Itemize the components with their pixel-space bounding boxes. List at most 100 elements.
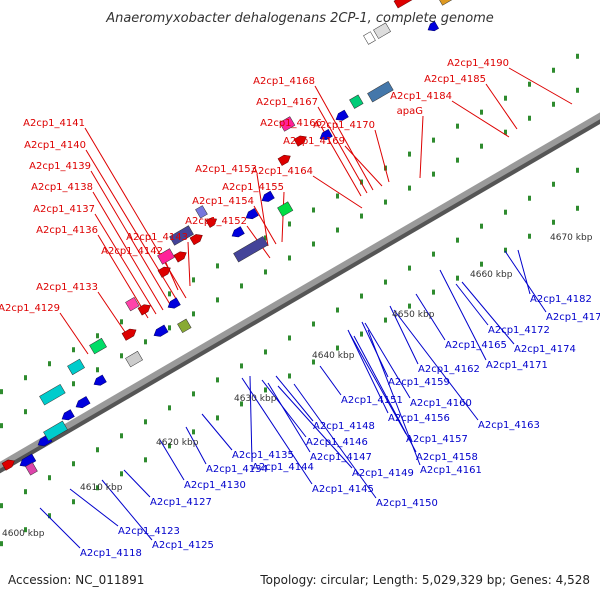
reverse-gene-arrow[interactable] <box>74 396 91 410</box>
gene-label-a2cp1-4184[interactable]: A2cp1_4184 <box>390 91 452 102</box>
gene-label-a2cp1-4174[interactable]: A2cp1_4174 <box>514 344 576 355</box>
forward-gene-arrow[interactable] <box>277 153 292 166</box>
gene-label-a2cp1-4185[interactable]: A2cp1_4185 <box>424 74 486 85</box>
gene-label-a2cp1-4154[interactable]: A2cp1_4154 <box>192 196 254 207</box>
gene-label-a2cp1-4144[interactable]: A2cp1_4144 <box>252 462 314 473</box>
gene-feature[interactable] <box>205 216 219 228</box>
gene-block[interactable] <box>177 318 192 334</box>
forward-gene-arrow[interactable] <box>189 232 204 246</box>
gene-block[interactable] <box>363 31 376 45</box>
gene-block[interactable] <box>373 22 391 39</box>
forward-gene-arrow[interactable] <box>205 216 219 228</box>
gene-block[interactable] <box>437 0 454 6</box>
gene-label-a2cp1-4168[interactable]: A2cp1_4168 <box>253 76 315 87</box>
gene-feature[interactable] <box>25 462 38 476</box>
reverse-gene-arrow[interactable] <box>18 453 37 469</box>
gene-label-a2cp1-4161[interactable]: A2cp1_4161 <box>420 465 482 476</box>
reverse-gene-arrow[interactable] <box>152 324 169 339</box>
gene-label-a2cp1-4130[interactable]: A2cp1_4130 <box>184 480 246 491</box>
gene-feature[interactable] <box>173 249 188 263</box>
gene-label-a2cp1-4127[interactable]: A2cp1_4127 <box>150 497 212 508</box>
gene-feature[interactable] <box>233 235 269 263</box>
gene-label-a2cp1-4163[interactable]: A2cp1_4163 <box>478 420 540 431</box>
gene-label-a2cp1-4139[interactable]: A2cp1_4139 <box>29 161 91 172</box>
gene-label-a2cp1-4155[interactable]: A2cp1_4155 <box>222 182 284 193</box>
gene-label-a2cp1-4156[interactable]: A2cp1_4156 <box>388 413 450 424</box>
gene-feature[interactable] <box>89 337 107 355</box>
reverse-gene-arrow[interactable] <box>92 374 107 388</box>
gene-label-a2cp1-4162[interactable]: A2cp1_4162 <box>418 364 480 375</box>
reverse-gene-arrow[interactable] <box>334 109 349 123</box>
gene-feature[interactable] <box>125 350 143 368</box>
gene-label-a2cp1-4135[interactable]: A2cp1_4135 <box>232 450 294 461</box>
gene-label-a2cp1-4147[interactable]: A2cp1_4147 <box>310 452 372 463</box>
gene-label-a2cp1-4148[interactable]: A2cp1_4148 <box>313 421 375 432</box>
gene-feature[interactable] <box>244 208 259 221</box>
gene-label-a2cp1-4190[interactable]: A2cp1_4190 <box>447 58 509 69</box>
gene-label-a2cp1-4134[interactable]: A2cp1_4134 <box>206 464 268 475</box>
reverse-gene-arrow[interactable] <box>260 190 275 204</box>
forward-gene-arrow[interactable] <box>1 457 16 471</box>
gene-block[interactable] <box>195 205 208 219</box>
gene-feature[interactable] <box>293 133 308 147</box>
gene-feature[interactable] <box>125 296 140 312</box>
reverse-gene-arrow[interactable] <box>60 409 75 423</box>
gene-feature[interactable] <box>157 248 175 265</box>
gene-label-a2cp1-4178[interactable]: A2cp1_4178 <box>546 312 600 323</box>
gene-feature[interactable] <box>279 116 296 132</box>
gene-label-a2cp1-4164[interactable]: A2cp1_4164 <box>251 166 313 177</box>
gene-block[interactable] <box>125 350 143 368</box>
gene-feature[interactable] <box>152 324 169 339</box>
gene-feature[interactable] <box>39 383 66 406</box>
reverse-gene-arrow[interactable] <box>166 297 181 311</box>
gene-feature[interactable] <box>393 0 417 9</box>
gene-block[interactable] <box>277 201 294 217</box>
gene-feature[interactable] <box>169 225 194 246</box>
gene-block[interactable] <box>25 462 38 476</box>
gene-feature[interactable] <box>437 0 454 6</box>
gene-feature[interactable] <box>43 420 68 442</box>
gene-label-a2cp1-4151[interactable]: A2cp1_4151 <box>341 395 403 406</box>
reverse-gene-arrow[interactable] <box>230 226 245 240</box>
gene-features[interactable] <box>1 0 600 476</box>
forward-gene-arrow[interactable] <box>157 265 172 278</box>
gene-feature[interactable] <box>189 232 204 246</box>
gene-label-a2cp1-4138[interactable]: A2cp1_4138 <box>31 182 93 193</box>
gene-label-a2cp1-4160[interactable]: A2cp1_4160 <box>410 398 472 409</box>
gene-label-a2cp1-4157[interactable]: A2cp1_4157 <box>406 434 468 445</box>
gene-feature[interactable] <box>426 21 439 33</box>
gene-feature[interactable] <box>367 80 394 103</box>
gene-label-a2cp1-4123[interactable]: A2cp1_4123 <box>118 526 180 537</box>
gene-feature[interactable] <box>177 318 192 334</box>
gene-feature[interactable] <box>318 129 333 142</box>
gene-label-a2cp1-4140[interactable]: A2cp1_4140 <box>24 140 86 151</box>
gene-block[interactable] <box>169 225 194 246</box>
gene-label-a2cp1-4170[interactable]: A2cp1_4170 <box>313 120 375 131</box>
gene-block[interactable] <box>125 296 140 312</box>
gene-feature[interactable] <box>363 31 376 45</box>
gene-label-a2cp1-4171[interactable]: A2cp1_4171 <box>486 360 548 371</box>
gene-label-a2cp1-4133[interactable]: A2cp1_4133 <box>36 282 98 293</box>
forward-gene-arrow[interactable] <box>173 249 188 263</box>
gene-feature[interactable] <box>195 205 208 219</box>
gene-label-a2cp1-4165[interactable]: A2cp1_4165 <box>445 340 507 351</box>
reverse-gene-arrow[interactable] <box>318 129 333 142</box>
gene-block[interactable] <box>89 337 107 355</box>
gene-block[interactable] <box>367 80 394 103</box>
gene-label-a2cp1-4153[interactable]: A2cp1_4153 <box>195 164 257 175</box>
gene-label-a2cp1-4150[interactable]: A2cp1_4150 <box>376 498 438 509</box>
gene-label-a2cp1-4125[interactable]: A2cp1_4125 <box>152 540 214 551</box>
forward-gene-arrow[interactable] <box>121 326 138 341</box>
gene-label-a2cp1-4152[interactable]: A2cp1_4152 <box>185 216 247 227</box>
gene-block[interactable] <box>279 116 296 132</box>
gene-label-a2cp1-4142[interactable]: A2cp1_4142 <box>101 246 163 257</box>
gene-block[interactable] <box>233 235 269 263</box>
gene-feature[interactable] <box>166 297 181 311</box>
gene-feature[interactable] <box>121 326 138 341</box>
gene-block[interactable] <box>67 358 85 376</box>
gene-label-a2cp1-4118[interactable]: A2cp1_4118 <box>80 548 142 559</box>
gene-feature[interactable] <box>373 22 391 39</box>
gene-feature[interactable] <box>92 374 107 388</box>
gene-feature[interactable] <box>60 409 75 423</box>
